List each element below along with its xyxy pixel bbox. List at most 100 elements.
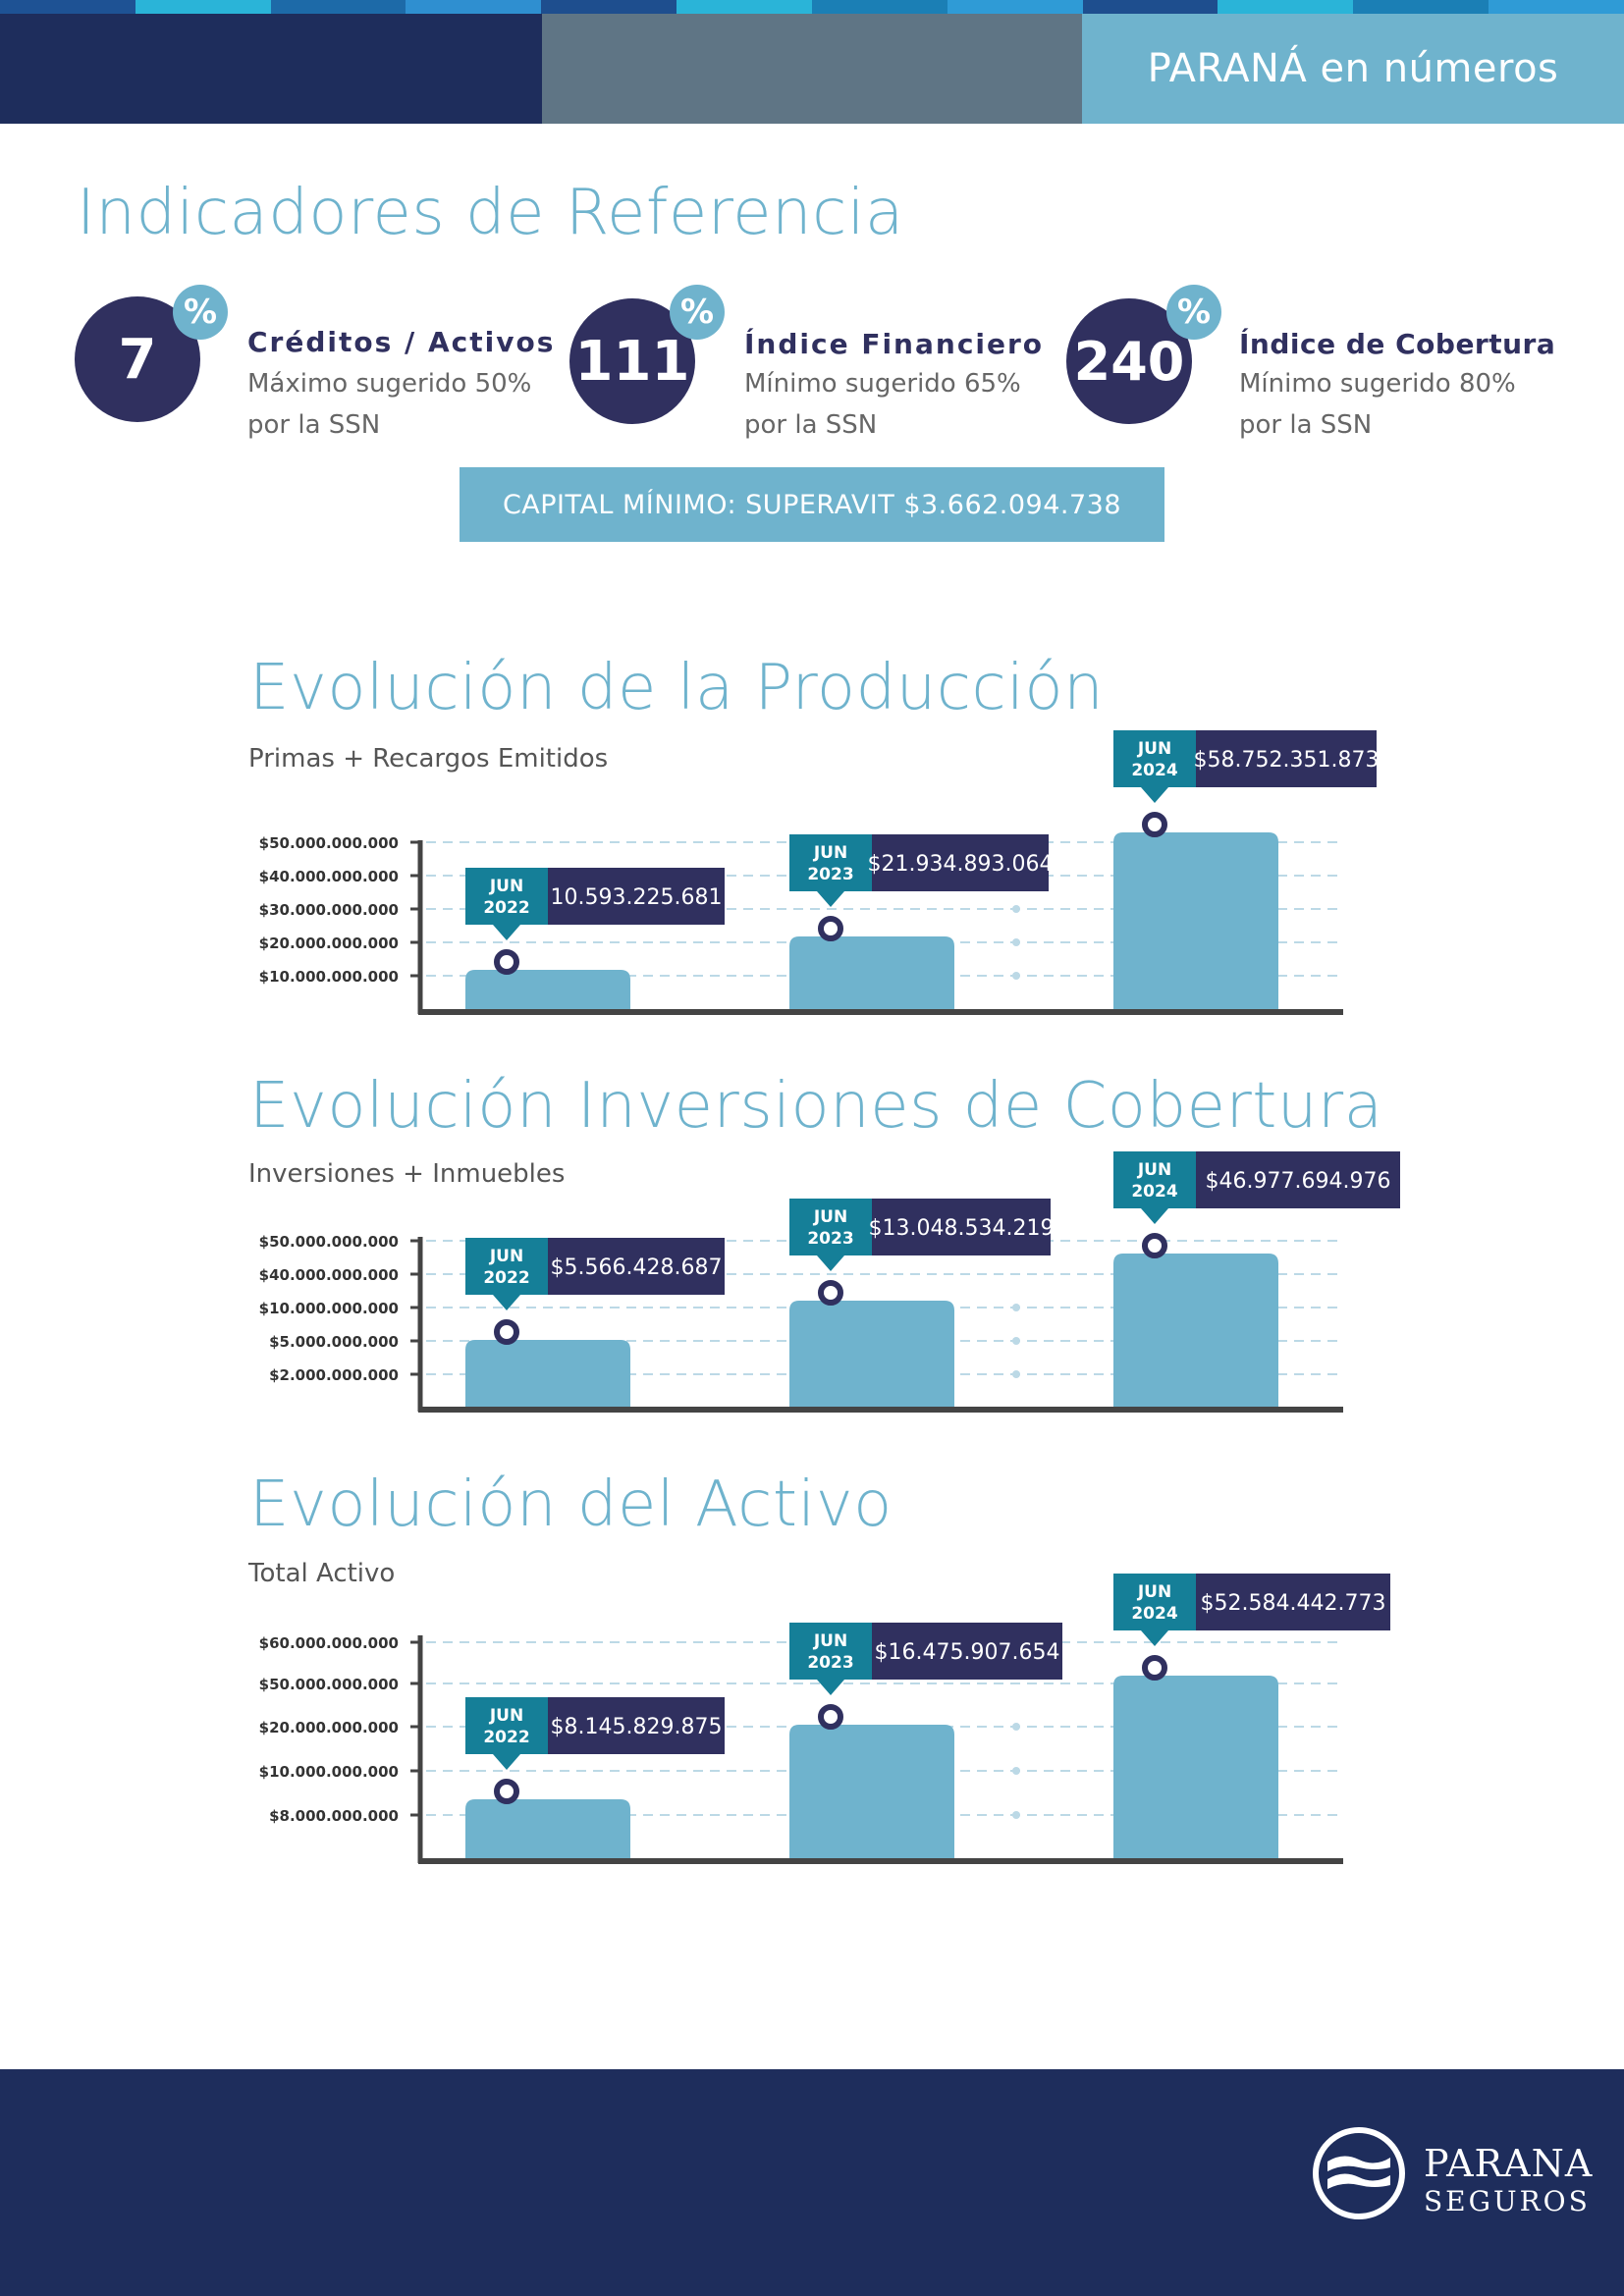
period-tag-pointer — [1141, 1208, 1168, 1224]
footer-bar: PARANA SEGUROS — [0, 2069, 1624, 2296]
grid-dot — [1012, 1370, 1020, 1378]
header-bar: PARANÁ en números — [0, 14, 1624, 124]
chart-title-activo: Evolución del Activo — [249, 1468, 893, 1541]
period-tag — [1113, 730, 1196, 787]
data-point-marker — [1142, 1233, 1167, 1258]
period-month: JUN — [489, 1706, 523, 1726]
value-label-box — [548, 1238, 725, 1295]
indicator-desc-line1: Máximo sugerido 50% — [247, 369, 532, 399]
bar — [1113, 1676, 1278, 1860]
grid-dot — [1012, 1304, 1020, 1311]
indicator-desc-line1: Mínimo sugerido 65% — [744, 369, 1021, 399]
chart-title-produccion: Evolución de la Producción — [249, 652, 1105, 724]
value-label: $5.566.428.687 — [551, 1255, 723, 1280]
period-year: 2023 — [807, 865, 853, 884]
stripe-5 — [541, 0, 677, 14]
y-tick-label: $2.000.000.000 — [269, 1366, 399, 1384]
y-tick-label: $10.000.000.000 — [259, 1300, 399, 1317]
chart-title-inversiones: Evolución Inversiones de Cobertura — [249, 1070, 1383, 1143]
y-tick-label: $50.000.000.000 — [259, 1676, 399, 1693]
indicator-title: Créditos / Activos — [247, 326, 556, 358]
period-tag-pointer — [817, 1680, 844, 1695]
bar — [1113, 832, 1278, 1011]
period-tag — [465, 1238, 548, 1295]
period-year: 2023 — [807, 1653, 853, 1673]
value-label: $21.934.893.064 — [868, 852, 1054, 877]
y-tick-label: $10.000.000.000 — [259, 1763, 399, 1781]
period-year: 2024 — [1131, 1182, 1177, 1201]
percent-badge-icon: % — [173, 285, 228, 340]
grid-dot — [1012, 1337, 1020, 1345]
chart-produccion: $50.000.000.000 $40.000.000.000 $30.000.00… — [259, 730, 1379, 1015]
chart-activo: $60.000.000.000 $50.000.000.000 $20.000.00… — [259, 1574, 1390, 1864]
y-tick-label: $60.000.000.000 — [259, 1634, 399, 1652]
stripe-10 — [1218, 0, 1354, 14]
stripe-1 — [0, 0, 135, 14]
period-year: 2022 — [483, 898, 529, 918]
period-month: JUN — [489, 877, 523, 896]
header-block-gray — [542, 14, 1082, 124]
period-tag — [789, 1623, 872, 1680]
logo-text-parana: PARANA — [1424, 2142, 1594, 2185]
value-label: $8.145.829.875 — [551, 1715, 723, 1739]
top-color-stripes — [0, 0, 1624, 14]
value-label: $52.584.442.773 — [1201, 1591, 1386, 1616]
period-month: JUN — [489, 1247, 523, 1266]
y-tick-label: $50.000.000.000 — [259, 1233, 399, 1251]
data-point-marker — [818, 1704, 843, 1730]
value-label-box — [1196, 730, 1377, 787]
period-tag-pointer — [493, 1295, 520, 1310]
bar — [1113, 1254, 1278, 1409]
period-month: JUN — [813, 843, 847, 863]
period-tag-pointer — [817, 891, 844, 907]
grid-dot — [1012, 972, 1020, 980]
indicator-description: Mínimo sugerido 80% por la SSN — [1239, 363, 1516, 446]
value-label: $16.475.907.654 — [875, 1640, 1060, 1665]
bar — [465, 970, 630, 1011]
period-tag — [1113, 1151, 1196, 1208]
y-tick-label: $5.000.000.000 — [269, 1333, 399, 1351]
data-point-marker — [1142, 812, 1167, 837]
period-year: 2023 — [807, 1229, 853, 1249]
value-label-box — [1196, 1151, 1400, 1208]
brand-title: PARANÁ en números — [1147, 46, 1559, 91]
data-point-marker — [494, 1779, 519, 1804]
stripe-6 — [677, 0, 812, 14]
value-label-box — [548, 1697, 725, 1754]
stripe-9 — [1082, 0, 1218, 14]
y-tick-label: $30.000.000.000 — [259, 901, 399, 919]
stripe-4 — [406, 0, 542, 14]
period-year: 2024 — [1131, 761, 1177, 780]
value-label: $13.048.534.219 — [869, 1216, 1055, 1241]
y-tick-label: $20.000.000.000 — [259, 1719, 399, 1736]
value-label: $46.977.694.976 — [1206, 1169, 1391, 1194]
indicator-desc-line2: por la SSN — [1239, 410, 1373, 440]
value-label-box — [872, 1199, 1051, 1255]
parana-seguros-logo-icon — [1313, 2127, 1405, 2219]
percent-badge-icon: % — [670, 285, 725, 340]
indicator-desc-line1: Mínimo sugerido 80% — [1239, 369, 1516, 399]
bar — [789, 936, 954, 1011]
indicator-title: Índice de Cobertura — [1239, 328, 1556, 360]
bar — [789, 1725, 954, 1860]
period-tag-pointer — [1141, 787, 1168, 803]
period-year: 2022 — [483, 1268, 529, 1288]
y-tick-label: $40.000.000.000 — [259, 1266, 399, 1284]
indicator-description: Mínimo sugerido 65% por la SSN — [744, 363, 1021, 446]
indicator-description: Máximo sugerido 50% por la SSN — [247, 363, 531, 446]
grid-dot — [1012, 938, 1020, 946]
period-month: JUN — [1137, 1160, 1171, 1180]
chart-subtitle-inversiones: Inversiones + Inmuebles — [248, 1159, 566, 1189]
data-point-marker — [494, 949, 519, 975]
stripe-3 — [270, 0, 406, 14]
stripe-8 — [947, 0, 1083, 14]
grid-dot — [1012, 1723, 1020, 1731]
period-tag-pointer — [1141, 1630, 1168, 1646]
header-block-navy — [0, 14, 542, 124]
period-tag — [789, 1199, 872, 1255]
period-tag — [1113, 1574, 1196, 1630]
data-point-marker — [818, 916, 843, 941]
data-point-marker — [494, 1319, 519, 1345]
stripe-11 — [1353, 0, 1489, 14]
logo-text-seguros: SEGUROS — [1424, 2185, 1591, 2217]
